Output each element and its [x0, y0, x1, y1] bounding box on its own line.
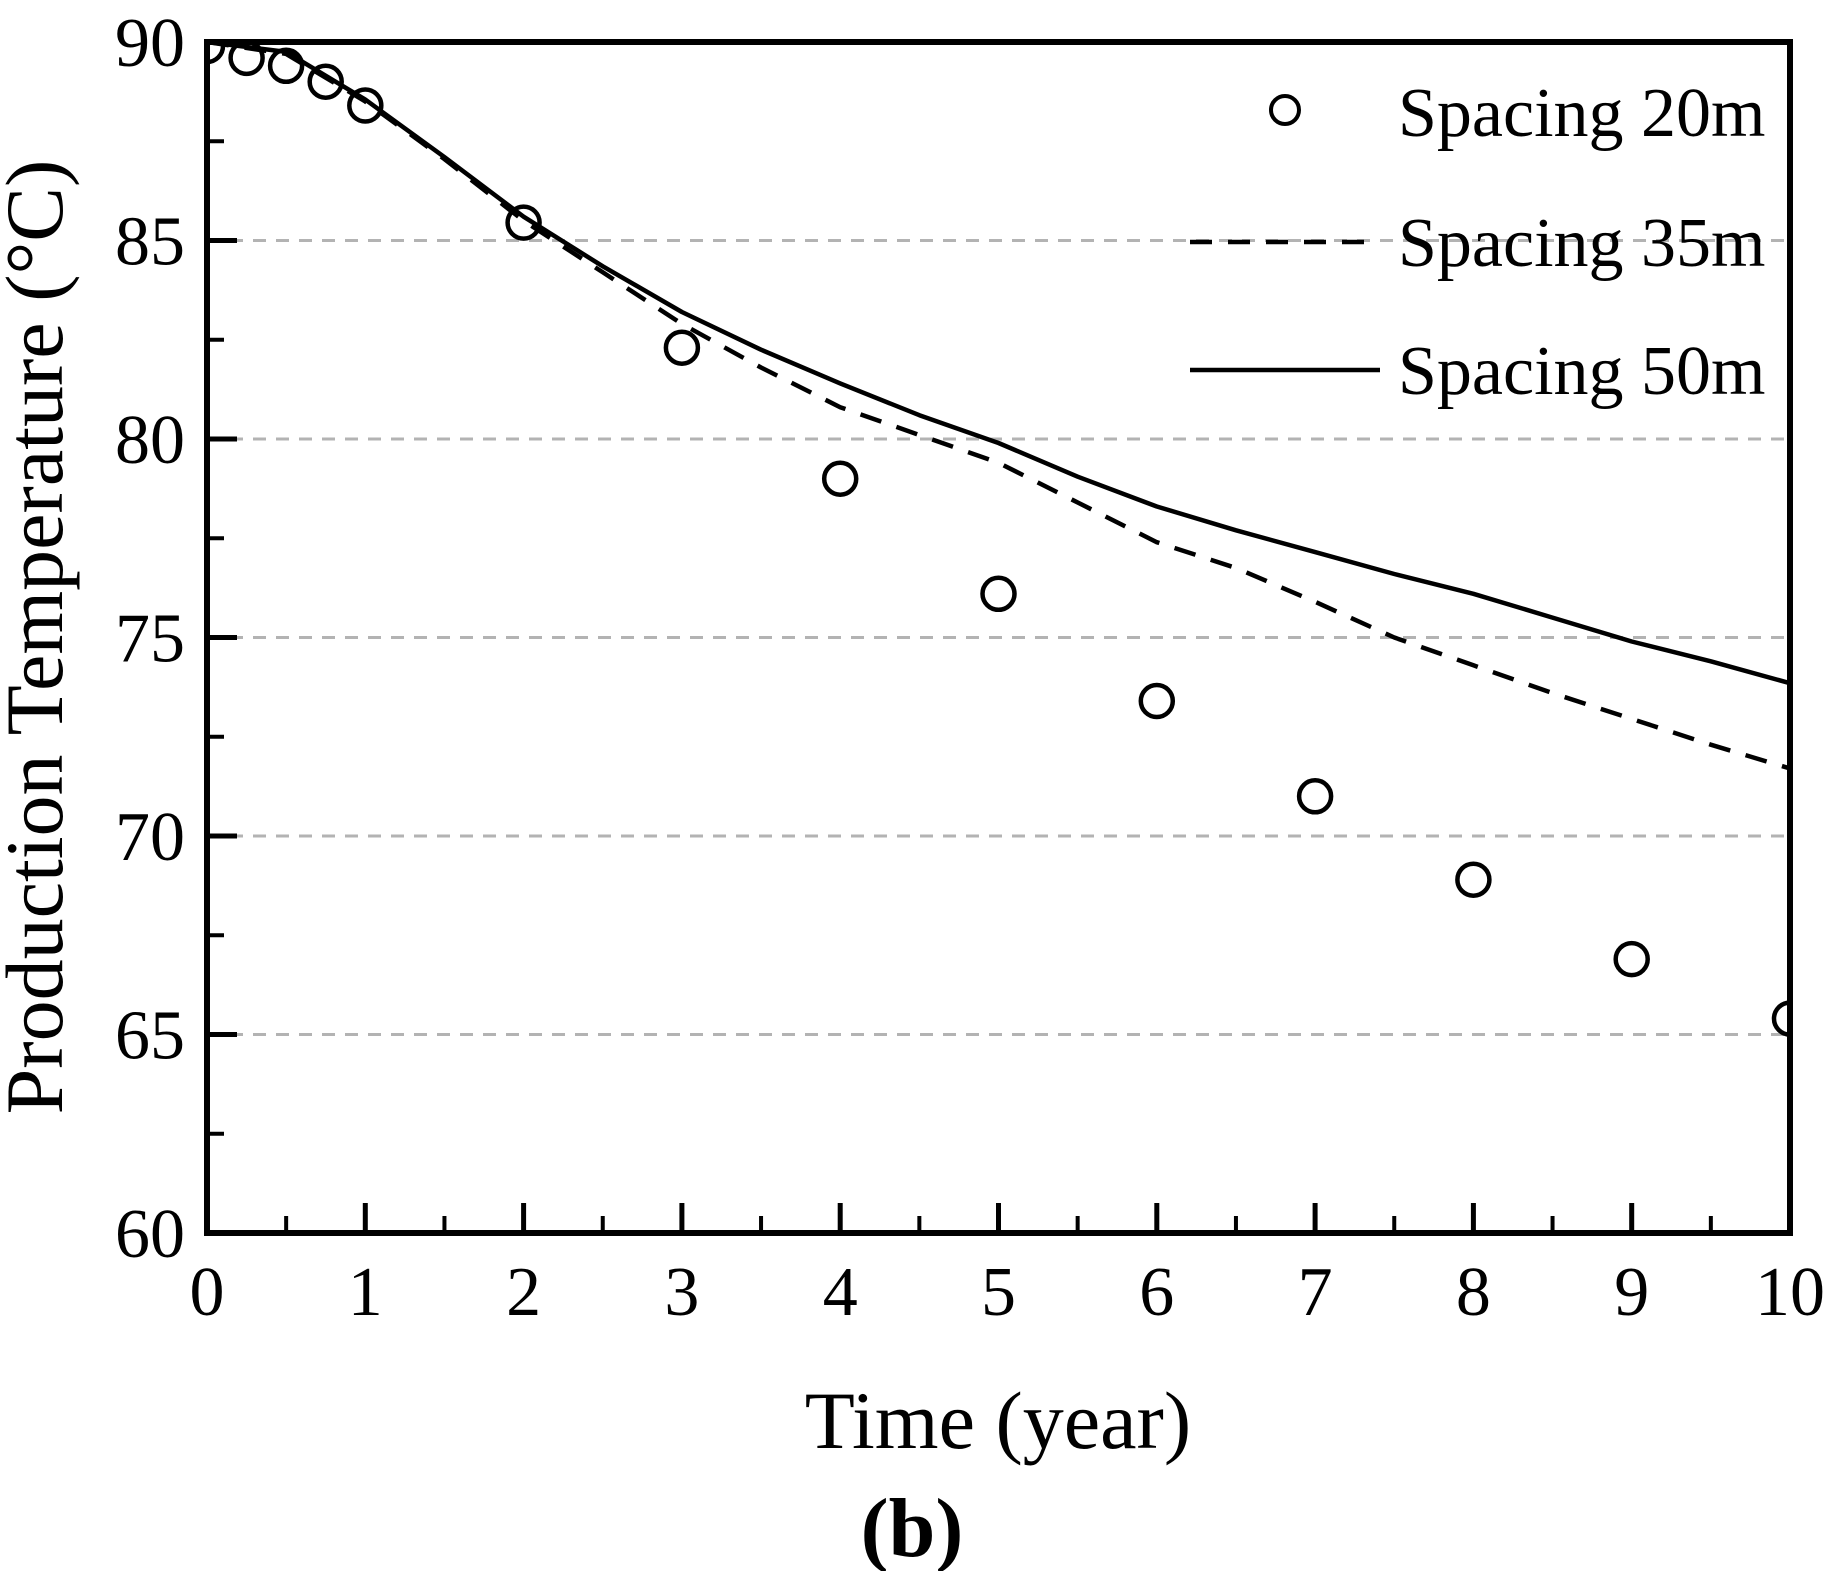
legend-marker-spacing-20m: [1269, 94, 1301, 126]
x-tick-label-6: 6: [1139, 1254, 1174, 1331]
data-point-spacing-20m: [1771, 1000, 1790, 1037]
y-tick-label-60: 60: [115, 1196, 185, 1273]
x-tick-label-9: 9: [1614, 1254, 1649, 1331]
x-tick-label-5: 5: [981, 1254, 1016, 1331]
data-point-spacing-20m: [1138, 682, 1176, 720]
plot-series: [207, 42, 1790, 1037]
x-tick-label-3: 3: [664, 1254, 699, 1331]
data-point-spacing-20m: [1613, 940, 1650, 978]
y-tick-label-90: 90: [115, 5, 185, 82]
x-tick-label-7: 7: [1298, 1254, 1333, 1331]
data-point-spacing-20m: [1296, 778, 1334, 815]
y-tick-label-80: 80: [115, 402, 185, 479]
data-point-spacing-20m: [505, 204, 542, 241]
data-point-spacing-20m: [821, 460, 859, 497]
legend: Spacing 20m Spacing 35m Spacing 50m: [1190, 75, 1765, 410]
legend-label-spacing-20m: Spacing 20m: [1398, 75, 1765, 152]
series-line-spacing-50m: [207, 42, 1790, 686]
data-point-spacing-20m: [1455, 861, 1492, 898]
y-tick-label-85: 85: [115, 204, 185, 281]
x-tick-label-10: 10: [1755, 1254, 1825, 1331]
y-axis-title: Production Temperature (°C): [0, 160, 80, 1115]
x-tick-label-1: 1: [348, 1254, 383, 1331]
data-point-spacing-20m: [980, 575, 1017, 613]
data-point-spacing-20m: [663, 329, 701, 366]
y-axis-ticks: [207, 39, 237, 1236]
data-point-spacing-20m: [228, 42, 265, 77]
gridlines: [207, 239, 1790, 1036]
figure-caption: (b): [861, 1482, 964, 1571]
x-axis-tick-labels: 0 1 2 3 4 5 6 7 8 9 10: [190, 1254, 1826, 1331]
x-axis-title: Time (year): [805, 1375, 1191, 1466]
x-tick-label-0: 0: [190, 1254, 225, 1331]
y-tick-label-70: 70: [115, 799, 185, 876]
y-axis-tick-labels: 60 65 70 75 80 85 90: [115, 5, 185, 1273]
data-point-spacing-20m: [307, 63, 344, 100]
y-tick-label-75: 75: [115, 601, 185, 678]
x-tick-label-4: 4: [823, 1254, 858, 1331]
legend-label-spacing-50m: Spacing 50m: [1398, 333, 1765, 410]
x-tick-label-2: 2: [506, 1254, 541, 1331]
x-tick-label-8: 8: [1456, 1254, 1491, 1331]
data-point-spacing-20m: [347, 87, 384, 124]
x-axis-ticks: [204, 1203, 1793, 1233]
legend-label-spacing-35m: Spacing 35m: [1398, 205, 1765, 282]
y-tick-label-65: 65: [115, 998, 185, 1075]
